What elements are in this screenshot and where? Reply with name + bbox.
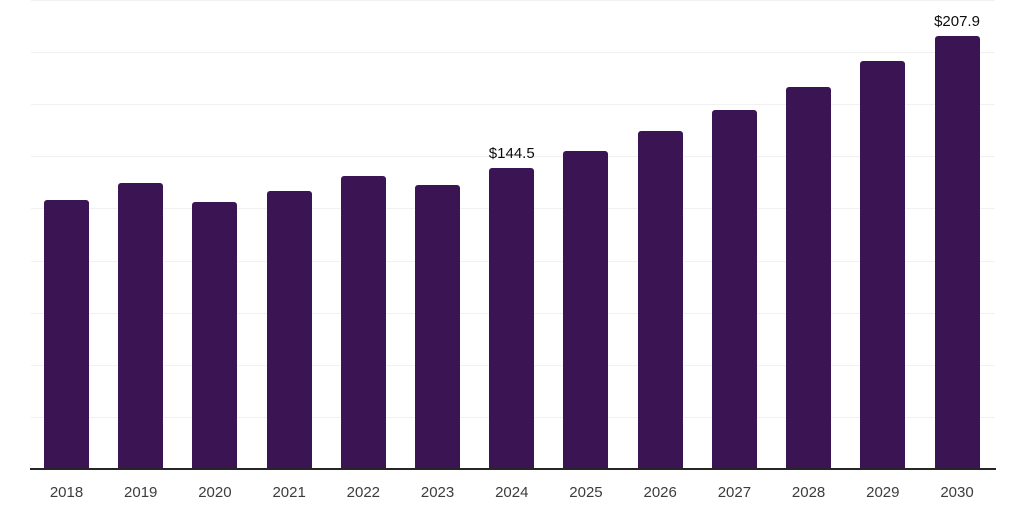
x-axis-line xyxy=(30,468,996,470)
x-tick-label-2019: 2019 xyxy=(124,484,158,501)
bar-2018 xyxy=(44,199,89,469)
x-tick-label-2021: 2021 xyxy=(272,484,306,501)
bar-2028 xyxy=(786,86,832,469)
x-tick-label-2025: 2025 xyxy=(569,484,603,501)
gridline xyxy=(31,52,995,54)
bar-2019 xyxy=(118,183,164,469)
x-tick-label-2023: 2023 xyxy=(420,484,455,501)
bar-2030 xyxy=(934,35,980,469)
x-tick-label-2026: 2026 xyxy=(643,484,677,501)
x-tick-label-2024: 2024 xyxy=(495,484,529,501)
x-tick-label-2022: 2022 xyxy=(346,484,381,501)
x-tick-label-2018: 2018 xyxy=(49,484,84,501)
x-tick-label-2020: 2020 xyxy=(198,484,232,501)
x-tick-label-2030: 2030 xyxy=(940,484,974,501)
bar-2029 xyxy=(860,61,906,469)
bar-2023 xyxy=(415,184,461,469)
bar-2024 xyxy=(489,167,535,469)
gridline xyxy=(31,104,995,106)
bar-2027 xyxy=(711,110,757,469)
gridline xyxy=(31,156,995,158)
bar-2022 xyxy=(340,175,386,469)
gridline xyxy=(31,0,995,1)
plot-area: $144.5 $207.9 xyxy=(31,0,995,469)
data-label-2024: $144.5 xyxy=(488,144,535,162)
x-tick-label-2029: 2029 xyxy=(866,484,900,501)
x-tick-label-2027: 2027 xyxy=(717,484,752,501)
data-label-2030: $207.9 xyxy=(934,12,980,30)
bar-2021 xyxy=(266,190,312,469)
bar-2025 xyxy=(563,150,609,469)
bar-2026 xyxy=(637,130,683,469)
bar-2020 xyxy=(192,202,238,469)
x-tick-label-2028: 2028 xyxy=(791,484,826,501)
